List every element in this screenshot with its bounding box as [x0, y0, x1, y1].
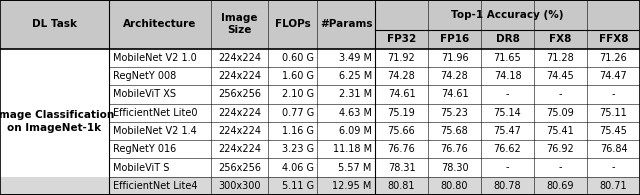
Text: -: - [506, 163, 509, 173]
Text: 1.60 G: 1.60 G [282, 71, 314, 81]
Text: 75.66: 75.66 [388, 126, 415, 136]
Text: 80.71: 80.71 [600, 181, 627, 191]
Text: #Params: #Params [320, 19, 372, 29]
Text: 71.96: 71.96 [441, 53, 468, 63]
Text: MobileNet V2 1.4: MobileNet V2 1.4 [113, 126, 197, 136]
Text: 76.92: 76.92 [547, 144, 574, 154]
Text: 12.95 M: 12.95 M [332, 181, 372, 191]
Text: 75.09: 75.09 [547, 108, 574, 118]
Text: 76.76: 76.76 [441, 144, 468, 154]
Text: MobileViT XS: MobileViT XS [113, 90, 176, 99]
Text: 6.25 M: 6.25 M [339, 71, 372, 81]
Text: 5.57 M: 5.57 M [339, 163, 372, 173]
Text: 11.18 M: 11.18 M [333, 144, 372, 154]
Text: 74.45: 74.45 [547, 71, 574, 81]
Text: 75.68: 75.68 [441, 126, 468, 136]
Text: 75.19: 75.19 [388, 108, 415, 118]
Text: FX8: FX8 [549, 35, 572, 44]
Text: 224x224: 224x224 [218, 53, 261, 63]
Text: 76.62: 76.62 [493, 144, 522, 154]
Text: 256x256: 256x256 [218, 90, 261, 99]
Text: 224x224: 224x224 [218, 126, 261, 136]
Text: 80.69: 80.69 [547, 181, 574, 191]
Text: 4.63 M: 4.63 M [339, 108, 372, 118]
Text: 75.41: 75.41 [547, 126, 574, 136]
Text: 80.78: 80.78 [493, 181, 522, 191]
Text: DR8: DR8 [495, 35, 520, 44]
Text: 80.81: 80.81 [388, 181, 415, 191]
Text: 0.60 G: 0.60 G [282, 53, 314, 63]
Bar [0, 49, 640, 195]
Text: 0.77 G: 0.77 G [282, 108, 314, 118]
Text: MobileNet V2 1.0: MobileNet V2 1.0 [113, 53, 197, 63]
Text: -: - [559, 90, 563, 99]
Text: 71.28: 71.28 [547, 53, 574, 63]
Bar [0, 177, 640, 195]
Bar [0, 0, 640, 30]
Text: Image
Size: Image Size [221, 13, 258, 35]
Text: 76.84: 76.84 [600, 144, 627, 154]
Text: 71.65: 71.65 [493, 53, 522, 63]
Text: 75.14: 75.14 [493, 108, 522, 118]
Text: 224x224: 224x224 [218, 108, 261, 118]
Bar [0, 30, 640, 49]
Text: 75.45: 75.45 [600, 126, 627, 136]
Text: Top-1 Accuracy (%): Top-1 Accuracy (%) [451, 10, 564, 20]
Text: 3.49 M: 3.49 M [339, 53, 372, 63]
Text: FLOPs: FLOPs [275, 19, 310, 29]
Text: 80.80: 80.80 [441, 181, 468, 191]
Text: 78.31: 78.31 [388, 163, 415, 173]
Text: 75.47: 75.47 [493, 126, 522, 136]
Text: RegNetY 008: RegNetY 008 [113, 71, 177, 81]
Text: 1.16 G: 1.16 G [282, 126, 314, 136]
Text: 2.10 G: 2.10 G [282, 90, 314, 99]
Text: 74.61: 74.61 [441, 90, 468, 99]
Text: DL Task: DL Task [32, 19, 77, 29]
Text: Architecture: Architecture [124, 19, 196, 29]
Text: 76.76: 76.76 [388, 144, 415, 154]
Text: RegNetY 016: RegNetY 016 [113, 144, 177, 154]
Text: 4.06 G: 4.06 G [282, 163, 314, 173]
Text: 256x256: 256x256 [218, 163, 261, 173]
Text: 5.11 G: 5.11 G [282, 181, 314, 191]
Text: -: - [612, 163, 615, 173]
Text: 300x300: 300x300 [218, 181, 260, 191]
Text: 6.09 M: 6.09 M [339, 126, 372, 136]
Text: 78.30: 78.30 [441, 163, 468, 173]
Text: 2.31 M: 2.31 M [339, 90, 372, 99]
Text: -: - [612, 90, 615, 99]
Text: 74.28: 74.28 [388, 71, 415, 81]
Text: 74.18: 74.18 [493, 71, 522, 81]
Text: FP16: FP16 [440, 35, 469, 44]
Text: 74.61: 74.61 [388, 90, 415, 99]
Text: 224x224: 224x224 [218, 144, 261, 154]
Text: EfficientNet Lite0: EfficientNet Lite0 [113, 108, 198, 118]
Text: 75.11: 75.11 [600, 108, 627, 118]
Text: 3.23 G: 3.23 G [282, 144, 314, 154]
Text: 71.92: 71.92 [388, 53, 415, 63]
Text: 74.47: 74.47 [600, 71, 627, 81]
Text: FFX8: FFX8 [599, 35, 628, 44]
Text: MobileViT S: MobileViT S [113, 163, 170, 173]
Text: 224x224: 224x224 [218, 71, 261, 81]
Text: 71.26: 71.26 [600, 53, 627, 63]
Text: Image Classification
on ImageNet-1k: Image Classification on ImageNet-1k [0, 111, 114, 133]
Text: 74.28: 74.28 [441, 71, 468, 81]
Text: -: - [559, 163, 563, 173]
Text: FP32: FP32 [387, 35, 416, 44]
Text: -: - [506, 90, 509, 99]
Text: 75.23: 75.23 [440, 108, 468, 118]
Text: EfficientNet Lite4: EfficientNet Lite4 [113, 181, 198, 191]
